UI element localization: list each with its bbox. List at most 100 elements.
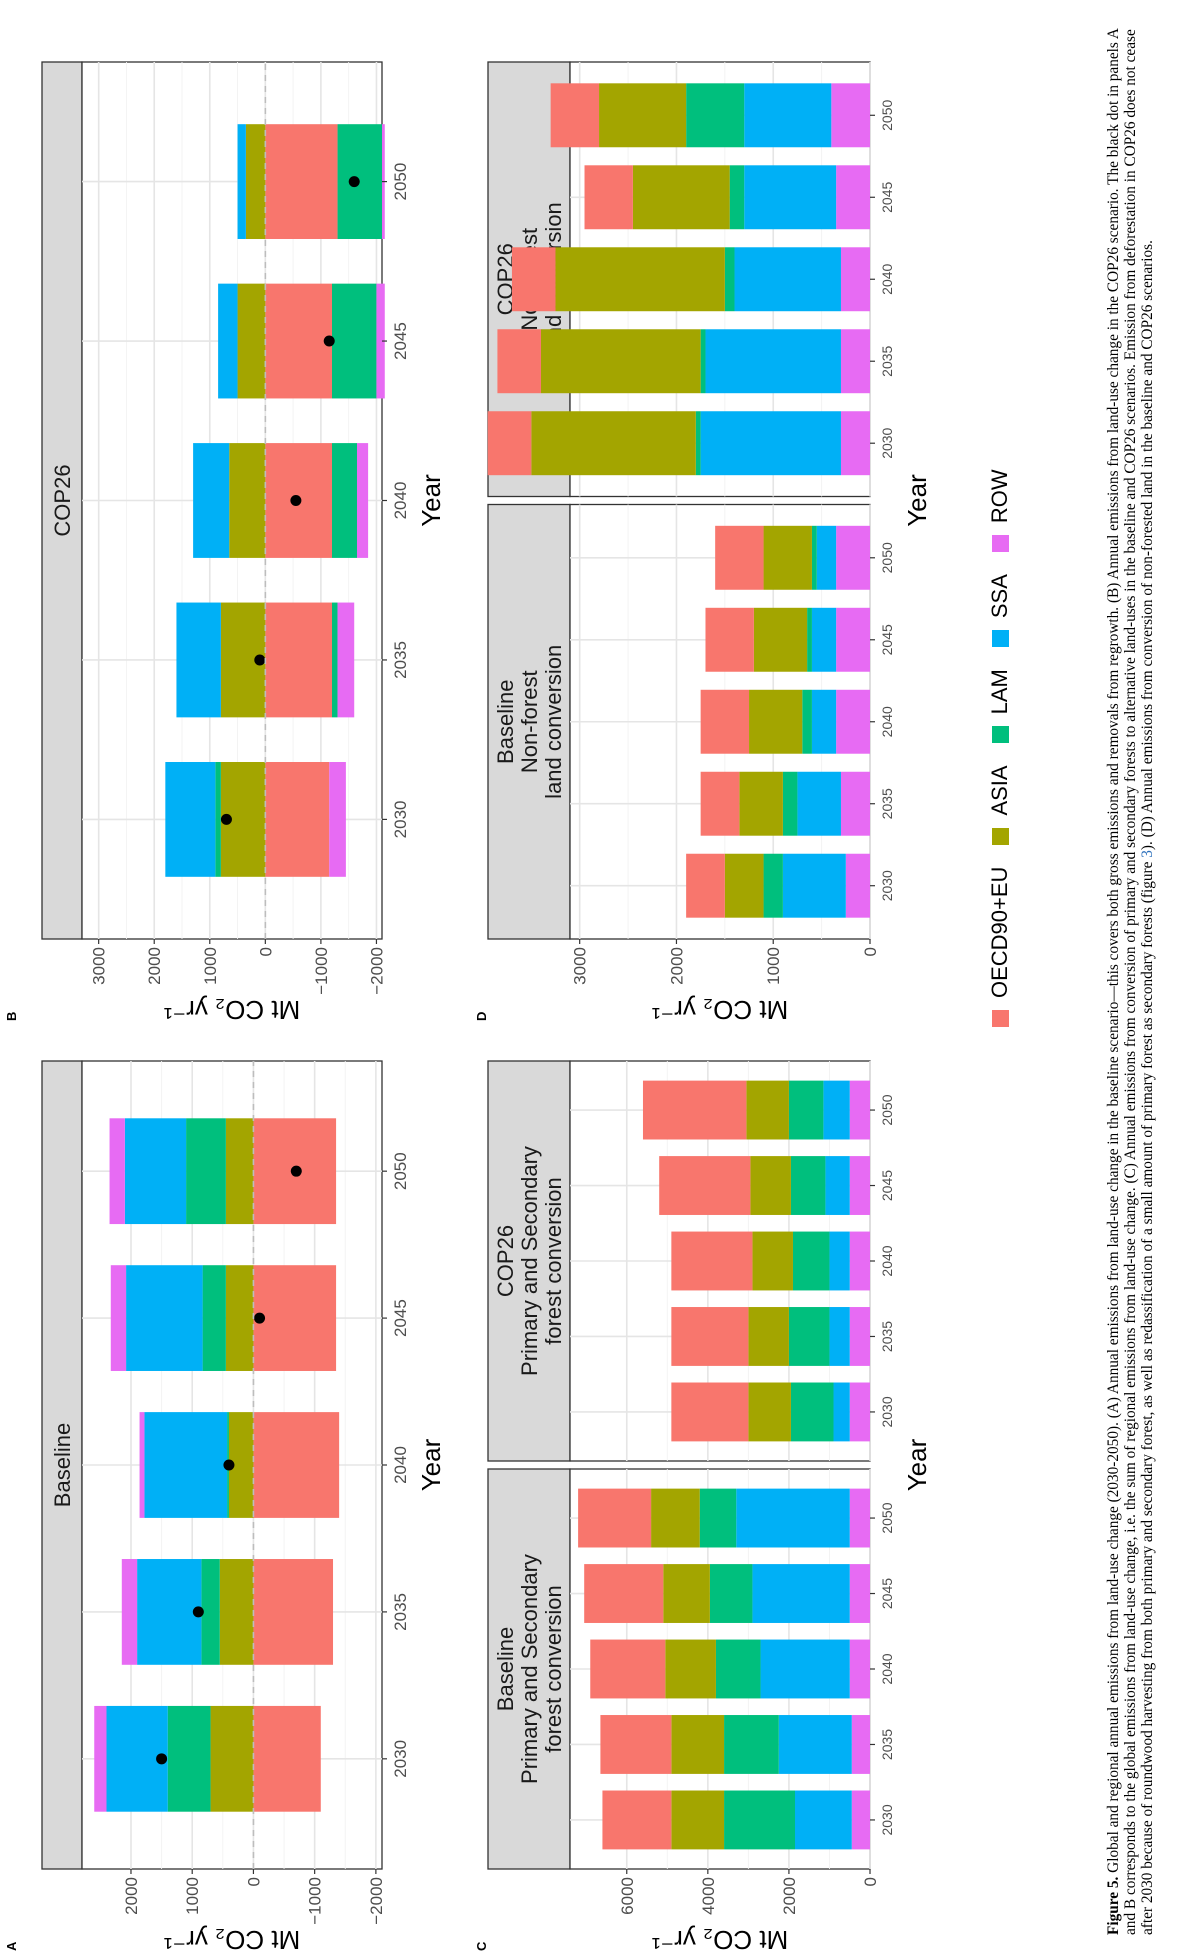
panel-c-facet-2-bar-asia [752,1232,793,1291]
panel-b-y-tick-label: 3000 [90,947,109,985]
panel-c-facet-1-x-tick-label: 2040 [879,1653,895,1684]
panel-d-facet-2-bar-asia [599,83,686,147]
panel-c-facet-1-bar-row [852,1791,870,1850]
panel-b-y-axis-title: Mt CO₂ yr⁻¹ [163,995,300,1025]
panel-d-facet-2-bar-asia [541,329,701,393]
panel-d-x-axis-title: Year [902,474,932,527]
panel-a-bar-row [140,1412,145,1518]
panel-b-x-tick-label: 2030 [391,800,410,838]
panel-d-facet-2-bar-asia [531,411,696,475]
panel-b-bar-oecd90eu [265,762,329,877]
panel-d-facet-1-bar-asia [754,608,807,672]
panel-c-facet-2-bar-ssa [829,1232,849,1291]
panel-c-x-axis-title: Year [902,1438,932,1491]
panel-a-bar-row [94,1706,106,1812]
panel-d-facet-1-x-tick-label: 2040 [879,706,895,737]
panel-a-bar-lam [201,1559,219,1665]
panel-d-facet-1-y-tick-label: 0 [861,947,880,956]
caption-figure-link[interactable]: 3 [1139,850,1156,858]
panel-a-bar-lam [186,1118,226,1224]
panel-a-y-tick-label: 2000 [122,1877,141,1915]
panel-c-facet-1-bar-oecd90eu [602,1791,671,1850]
legend: OECD90+EU ASIA LAM SSA ROW [985,447,1015,1027]
panel-d-facet-1-strip-title: Baseline [493,680,518,764]
legend-swatch-ssa [992,630,1009,647]
panel-b-bar-oecd90eu [265,124,337,239]
panel-d-facet-2-x-tick-label: 2045 [879,181,895,212]
panel-d-facet-1-bar-oecd90eu [705,608,753,672]
panel-b-letter: B [4,1012,19,1021]
panel-b-x-tick-label: 2035 [391,641,410,679]
panel-d-facet-1-y-tick-label: 2000 [667,947,686,985]
panel-c-facet-2-bar-asia [748,1383,791,1442]
panel-d-facet-1-bar-asia [739,772,783,836]
panel-a-strip-title: Baseline [50,1423,75,1507]
panel-a-letter: A [4,1941,19,1951]
panel-c-facet-1-bar-lam [700,1489,736,1548]
panel-a-chart: A Baseline −2000 −1000 0 1000 2000 2030 2035 2040… [0,1027,540,1957]
panel-b-bar-lam [338,124,382,239]
legend-swatch-row [992,535,1009,552]
panel-d-facet-1-bar-ssa [812,690,836,754]
panel-c-facet-2-bar-ssa [825,1156,849,1215]
panel-d-facet-2-bar-lam [725,247,735,311]
panel-a-total-dot [193,1606,204,1617]
panel-d-facet-1-bar-asia [764,526,812,590]
panel-c-facet-1-bar-asia [671,1791,724,1850]
panel-d-facet-2-bar-ssa [701,411,841,475]
panel-d-facet-1-bar-asia [749,690,802,754]
panel-b-bar-ssa [176,603,220,718]
panel-b-x-tick-label: 2040 [391,482,410,520]
panel-c-facet-1-bar-oecd90eu [578,1489,651,1548]
panel-c-facet-2-bar-oecd90eu [671,1383,748,1442]
panel-d-facet-1-bar-lam [807,608,812,672]
panel-a-bar-row [122,1559,137,1665]
panel-d-facet-1-bar-row [841,772,870,836]
panel-c-facet-2-bar-row [850,1383,870,1442]
panel-c-facet-2-bar-lam [791,1383,834,1442]
panel-c-facet-2-bar-ssa [823,1081,849,1140]
panel-b-total-dot [324,336,335,347]
panel-b-y-tick-label: 2000 [145,947,164,985]
panel-b-bar-row [357,443,368,558]
panel-a-bar-oecd90eu [253,1559,333,1665]
panel-d-facet-2-bar-lam [701,329,706,393]
panel-d-facet-1-bar-ssa [817,526,836,590]
legend-item-oecd: OECD90+EU [987,867,1013,1027]
panel-c-facet-2-bar-oecd90eu [671,1307,748,1366]
panel-b-bar-asia [229,443,265,558]
panel-d-facet-1-strip-title: Non-forest [517,670,542,773]
panel-c-facet-2-bar-lam [789,1081,823,1140]
panel-b-y-tick-label: 1000 [201,947,220,985]
panel-c-facet-1-x-tick-label: 2030 [879,1804,895,1835]
panel-c-facet-2-bar-asia [748,1307,789,1366]
panel-d-facet-2-bar-lam [730,165,745,229]
panel-c-facet-1-y-tick-label: 2000 [780,1877,799,1915]
panel-b-y-tick-label: −2000 [367,947,386,995]
panel-c-facet-1-bar-row [852,1715,870,1774]
panel-d-facet-1-bar-row [836,690,870,754]
panel-a-x-axis-title: Year [416,1438,446,1491]
panel-d-facet-2-bar-row [841,329,870,393]
panel-c-facet-2-bar-row [850,1081,870,1140]
legend-item-lam: LAM [987,669,1013,743]
panel-d-facet-1-bar-lam [764,854,783,918]
panel-c-facet-2-bar-lam [789,1307,830,1366]
panel-a-x-tick-label: 2045 [391,1299,410,1337]
panel-a-bar-oecd90eu [253,1412,339,1518]
panel-b-bar-row [329,762,346,877]
panel-d-facet-2-x-tick-label: 2035 [879,345,895,376]
panel-b-total-dot [349,176,360,187]
panel-c-facet-1-bar-oecd90eu [600,1715,671,1774]
panel-c-facet-2-bar-lam [791,1156,825,1215]
panel-c-facet-1-bar-lam [716,1640,761,1699]
panel-b-bar-ssa [218,284,237,399]
panel-b-x-axis-title: Year [416,474,446,527]
panel-c-chart: CBaseline Primary and Secondary forest con… [470,1027,980,1957]
panel-b-bar-lam [215,762,221,877]
panel-d-facet-2-bar-row [841,411,870,475]
panel-d-facet-1-bar-lam [812,526,817,590]
panel-b-bar-oecd90eu [265,603,332,718]
legend-item-ssa: SSA [987,574,1013,647]
